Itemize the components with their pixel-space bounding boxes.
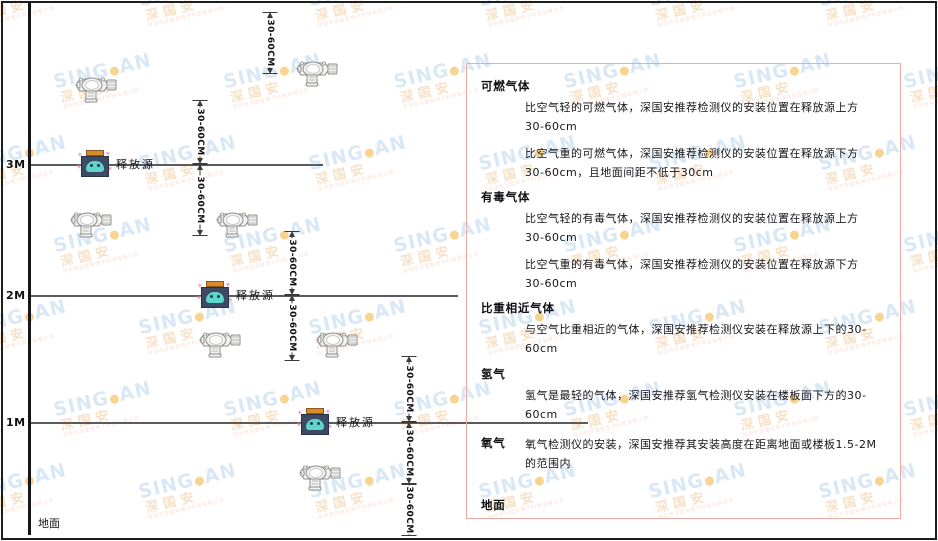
- panel-section-heading: 氧气: [481, 436, 506, 450]
- panel-section-body: 氧气检测仪的安装，深国安推荐其安装高度在距离地面或楼板1.5-2M的范围内: [525, 431, 886, 481]
- panel-section-similar-density-gas: 比重相近气体与空气比重相近的气体，深国安推荐检测仪安装在释放源上下的30-60c…: [481, 300, 886, 359]
- panel-section-combustible-gas: 可燃气体比空气轻的可燃气体，深国安推荐检测仪的安装位置在释放源上方30-60cm…: [481, 78, 886, 182]
- dimension-text: 30-60CM: [404, 364, 414, 414]
- panel-paragraph: 比空气轻的可燃气体，深国安推荐检测仪的安装位置在释放源上方30-60cm: [525, 101, 859, 134]
- panel-section-oxygen: 氧气 氧气检测仪的安装，深国安推荐其安装高度在距离地面或楼板1.5-2M的范围内: [481, 431, 886, 481]
- guidance-panel-body: 可燃气体比空气轻的可燃气体，深国安推荐检测仪的安装位置在释放源上方30-60cm…: [481, 78, 886, 519]
- panel-section-heading: 氢气: [481, 366, 506, 381]
- panel-section-heading: 可燃气体: [481, 79, 531, 93]
- panel-section-body: 比空气轻的可燃气体，深国安推荐检测仪的安装位置在释放源上方30-60cm 比空气重…: [525, 98, 886, 182]
- panel-paragraph: 氢气是最轻的气体，深国安推荐氢气检测仪安装在楼板面下方的30-60cm: [525, 388, 867, 421]
- dimension-text: 30-60CM: [265, 18, 275, 68]
- release-source: ✶ ✶ ✶ ✶ 释放源: [76, 150, 155, 178]
- panel-spacer: [481, 483, 886, 493]
- guidance-panel: 可燃气体比空气轻的可燃气体，深国安推荐检测仪的安装位置在释放源上方30-60cm…: [466, 63, 901, 519]
- panel-section-heading: 比重相近气体: [481, 301, 555, 315]
- gas-detector-icon: [67, 205, 117, 239]
- release-source-icon: ✶ ✶ ✶ ✶: [296, 408, 333, 436]
- dimension-middle-column-1: 30-60CM: [284, 295, 300, 361]
- dimension-upper-column-0: 30-60CM: [192, 100, 208, 164]
- release-source: ✶ ✶ ✶ ✶ 释放源: [196, 281, 275, 309]
- panel-section-hydrogen: 氢气氢气是最轻的气体，深国安推荐氢气检测仪安装在楼板面下方的30-60cm: [481, 366, 886, 425]
- dimension-lower-column-1: 30-60CM: [401, 422, 417, 484]
- release-source-label: 释放源: [116, 158, 155, 171]
- panel-section-body: 氢气是最轻的气体，深国安推荐氢气检测仪安装在楼板面下方的30-60cm: [525, 386, 886, 425]
- dimension-text: 30-60CM: [195, 107, 205, 157]
- vertical-axis: [28, 3, 31, 535]
- panel-section-toxic-gas: 有毒气体比空气轻的有毒气体，深国安推荐检测仪的安装位置在释放源上方30-60cm…: [481, 189, 886, 293]
- dimension-text: 30-60CM: [287, 303, 297, 353]
- release-source-icon: ✶ ✶ ✶ ✶: [76, 150, 113, 178]
- dimension-top-column-0: 30-60CM: [262, 12, 278, 74]
- gas-detector-icon: [72, 70, 122, 104]
- panel-section-heading: 地面: [481, 497, 506, 512]
- release-source-label: 释放源: [236, 289, 275, 302]
- panel-section-ground: 地面检测仪地面间距，深国安推荐在30-60cm，且不得小于30cm，因为过低容易…: [481, 497, 886, 519]
- panel-paragraph: 检测仪地面间距，深国安推荐在30-60cm，且不得小于30cm，因为过低容易水溅…: [525, 517, 877, 519]
- dimension-text: 30-60CM: [404, 485, 414, 535]
- dimension-lower-column-2: 30-60CM: [401, 484, 417, 536]
- dimension-text: 30-60CM: [287, 238, 297, 288]
- axis-label-1m: 1M: [6, 416, 26, 429]
- gas-detector-icon: [313, 325, 363, 359]
- panel-paragraph: 比空气轻的有毒气体，深国安推荐检测仪的安装位置在释放源上方30-60cm: [525, 212, 859, 245]
- dimension-text: 30-60CM: [404, 428, 414, 478]
- panel-paragraph: 比空气重的可燃气体，深国安推荐检测仪的安装位置在释放源下方30-60cm，且地面…: [525, 146, 859, 179]
- ground-label: 地面: [38, 517, 60, 530]
- panel-section-body: 与空气比重相近的气体，深国安推荐检测仪安装在释放源上下的30-60cm: [525, 320, 886, 359]
- panel-paragraph: 比空气重的有毒气体，深国安推荐检测仪的安装位置在释放源下方30-60cm: [525, 257, 859, 290]
- dimension-text: 30-60CM: [195, 175, 205, 225]
- gas-detector-icon: [296, 458, 346, 492]
- release-source-label: 释放源: [336, 416, 375, 429]
- dimension-upper-column-1: 30-60CM: [192, 164, 208, 236]
- release-source: ✶ ✶ ✶ ✶ 释放源: [296, 408, 375, 436]
- panel-paragraph: 与空气比重相近的气体，深国安推荐检测仪安装在释放源上下的30-60cm: [525, 323, 867, 356]
- gas-detector-icon: [196, 325, 246, 359]
- panel-section-body: 比空气轻的有毒气体，深国安推荐检测仪的安装位置在释放源上方30-60cm 比空气重…: [525, 209, 886, 293]
- axis-level-line-3m: [28, 164, 323, 166]
- axis-level-line-2m: [28, 295, 458, 297]
- axis-label-3m: 3M: [6, 158, 26, 171]
- gas-detector-icon: [213, 205, 263, 239]
- panel-section-body: 检测仪地面间距，深国安推荐在30-60cm，且不得小于30cm，因为过低容易水溅…: [525, 517, 886, 519]
- release-source-icon: ✶ ✶ ✶ ✶: [196, 281, 233, 309]
- gas-detector-icon: [293, 54, 343, 88]
- panel-paragraph: 氧气检测仪的安装，深国安推荐其安装高度在距离地面或楼板1.5-2M的范围内: [525, 438, 877, 471]
- panel-section-heading: 有毒气体: [481, 190, 531, 204]
- dimension-lower-column-0: 30-60CM: [401, 356, 417, 422]
- dimension-middle-column-0: 30-60CM: [284, 231, 300, 295]
- axis-label-2m: 2M: [6, 289, 26, 302]
